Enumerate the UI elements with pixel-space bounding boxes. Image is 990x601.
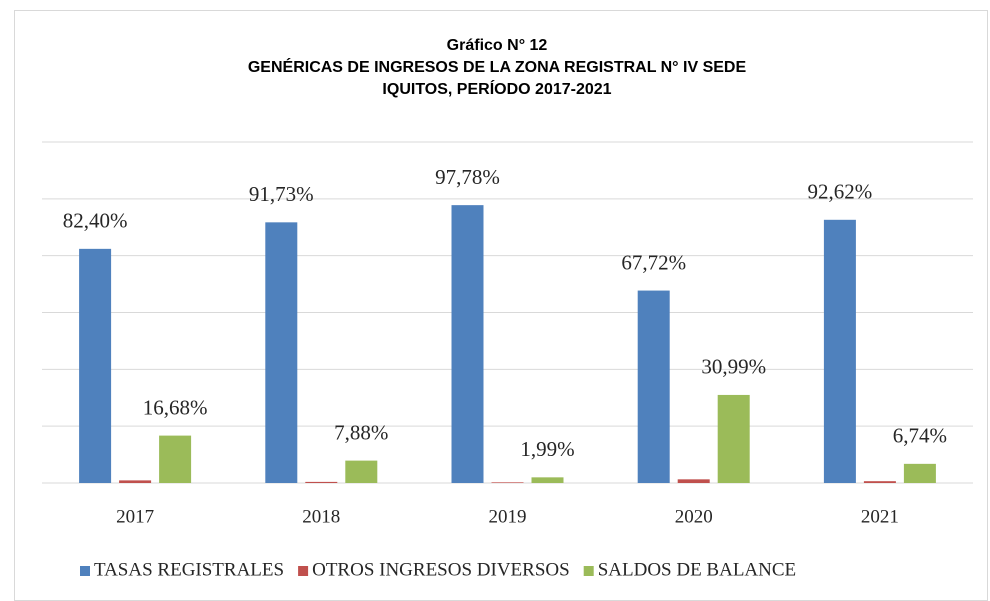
bar — [491, 482, 524, 483]
chart-title: IQUITOS, PERÍODO 2017-2021 — [382, 79, 611, 98]
bar — [531, 477, 564, 483]
bar — [903, 463, 936, 483]
legend-label: TASAS REGISTRALES — [94, 559, 284, 580]
x-tick-label: 2018 — [302, 506, 340, 527]
legend-swatch — [298, 566, 309, 576]
bar — [677, 479, 710, 483]
bar — [345, 460, 378, 483]
legend-swatch — [80, 566, 90, 576]
bar — [717, 394, 750, 483]
bar — [159, 435, 192, 483]
bar — [823, 219, 856, 483]
bar — [119, 480, 152, 483]
x-tick-label: 2021 — [861, 506, 899, 527]
data-label: 97,78% — [435, 165, 500, 189]
data-label: 1,99% — [520, 437, 574, 461]
legend-label: OTROS INGRESOS DIVERSOS — [312, 559, 570, 580]
bar — [451, 205, 484, 483]
x-tick-label: 2017 — [116, 506, 154, 527]
chart-title: GENÉRICAS DE INGRESOS DE LA ZONA REGISTR… — [248, 57, 747, 76]
data-label: 82,40% — [63, 209, 128, 233]
bar — [79, 248, 112, 483]
data-label: 30,99% — [701, 355, 766, 379]
x-tick-label: 2020 — [675, 506, 713, 527]
legend-label: SALDOS DE BALANCE — [598, 559, 796, 580]
legend-swatch — [583, 566, 594, 576]
bar — [863, 481, 896, 483]
bar — [637, 290, 670, 483]
data-label: 6,74% — [893, 424, 947, 448]
data-label: 16,68% — [143, 395, 208, 419]
bar — [265, 222, 298, 483]
data-label: 92,62% — [808, 180, 873, 204]
bar — [305, 481, 338, 483]
data-label: 67,72% — [621, 250, 686, 274]
x-tick-label: 2019 — [489, 506, 527, 527]
data-label: 7,88% — [334, 420, 388, 444]
chart-title: Gráfico N° 12 — [447, 37, 548, 54]
data-label: 91,73% — [249, 182, 314, 206]
